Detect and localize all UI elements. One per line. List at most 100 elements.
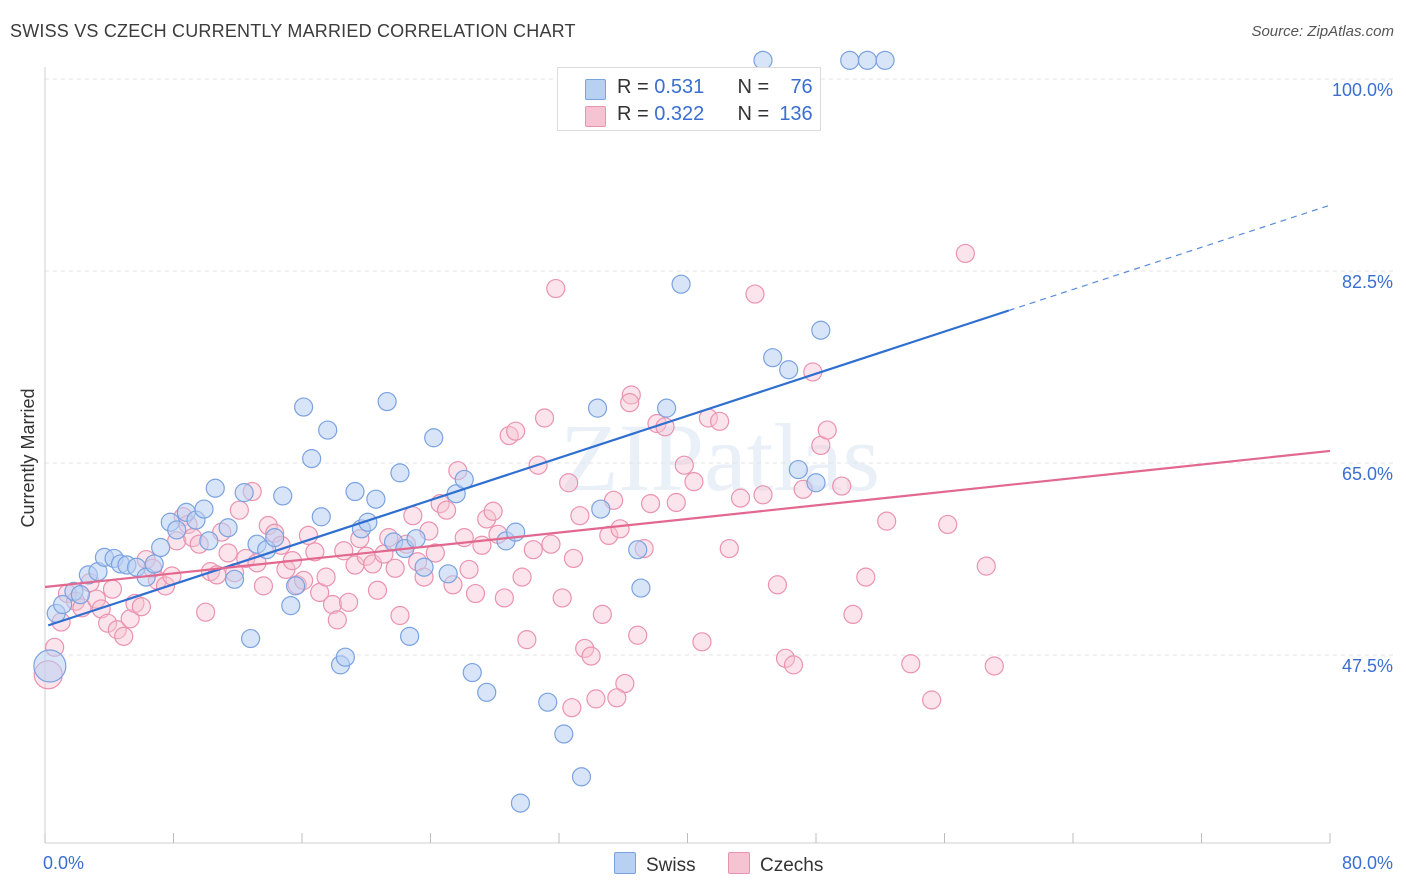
czech-point [666,492,686,513]
czech-point [586,689,606,709]
czech-point [621,385,641,405]
swiss-point [345,481,365,502]
czech-point [517,630,537,650]
swiss-trend-line [47,309,1010,627]
y-tick-label-1: 65.0% [1342,464,1393,484]
czech-point [298,525,319,546]
czech-point [253,576,274,596]
swiss-point [144,554,164,574]
czech-point [563,548,584,569]
czech-point [607,688,627,708]
swiss-point [302,449,322,469]
czech-point [559,473,579,493]
czech-point [562,698,582,718]
bottom-swiss-swatch [614,852,636,874]
swiss-point [358,512,378,532]
bottom-swiss-label: Swiss [646,855,696,876]
swiss-swatch [585,79,606,100]
czech-point [506,421,526,441]
swiss-point [366,489,386,509]
swiss-point [194,499,214,519]
czech-point [390,605,410,626]
czech-n-label: N = [737,103,775,125]
swiss-n-label: N = [737,76,775,98]
czech-point [196,602,216,622]
czech-point [534,408,555,428]
swiss-point [779,360,799,380]
czech-point [856,567,876,587]
swiss-series [33,50,895,813]
czech-point [575,638,595,659]
czech-point [832,476,852,496]
axes [44,67,1331,844]
swiss-point [477,682,497,702]
czech-point [984,656,1004,676]
czech-point [494,588,514,608]
swiss-point [454,469,474,490]
czech-point [976,556,996,576]
swiss-point [424,428,444,448]
swiss-point [875,50,895,70]
swiss-point [591,499,611,519]
czech-swatch [585,106,606,127]
czech-point [730,488,751,508]
swiss-point [377,391,397,412]
czech-point [692,632,712,652]
swiss-point [657,398,677,418]
czech-point [541,534,561,554]
czech-point [322,594,343,615]
swiss-point [587,398,608,418]
swiss-point [205,478,225,498]
swiss-point [628,540,648,560]
swiss-point [311,507,331,527]
swiss-point [33,649,67,683]
czech-point [436,500,457,520]
swiss-point [265,528,285,548]
x-tick-label-min: 0.0% [43,853,84,873]
swiss-point [294,397,314,417]
czech-point [425,543,445,563]
czech-point [581,646,601,666]
swiss-point [414,557,434,577]
watermark: ZIPatlas [560,404,880,511]
y-tick-label-2: 82.5% [1342,272,1393,292]
swiss-point [273,486,293,506]
swiss-point [438,564,458,584]
czech-point [938,514,958,535]
czech-point [767,575,788,595]
swiss-point [218,518,238,538]
czech-point [483,501,503,521]
czech-point [367,580,388,600]
czech-r-label: R = [617,103,655,125]
swiss-point [53,594,73,615]
y-axis-title: Currently Married [18,388,38,527]
czech-point [512,567,532,587]
source-label: Source: ZipAtlas.com [1251,23,1394,40]
swiss-point [400,626,420,646]
swiss-point [788,459,808,480]
swiss-r-label: R = [617,76,655,98]
czech-point [843,604,863,625]
y-tick-label-3: 100.0% [1332,80,1393,100]
czech-point [305,542,325,562]
czech-point [783,655,804,675]
swiss-trend-extension [1008,204,1331,312]
czech-point [546,278,566,299]
czech-point [459,559,479,580]
swiss-point [571,767,592,787]
czech-point [955,243,975,264]
czech-point [229,500,249,520]
y-tick-label-0: 47.5% [1342,656,1393,676]
czech-point [745,284,765,304]
czech-point [620,393,640,413]
y-tick-labels: 47.5% 65.0% 82.5% 100.0% [1332,80,1393,676]
czech-point [877,511,897,531]
bottom-legend-swiss: Swiss [614,852,696,877]
bottom-legend-czechs: Czechs [728,852,823,877]
swiss-point [763,348,783,368]
swiss-point [857,50,878,70]
czech-point [592,604,612,625]
czech-point [403,506,423,526]
swiss-point [840,50,860,70]
